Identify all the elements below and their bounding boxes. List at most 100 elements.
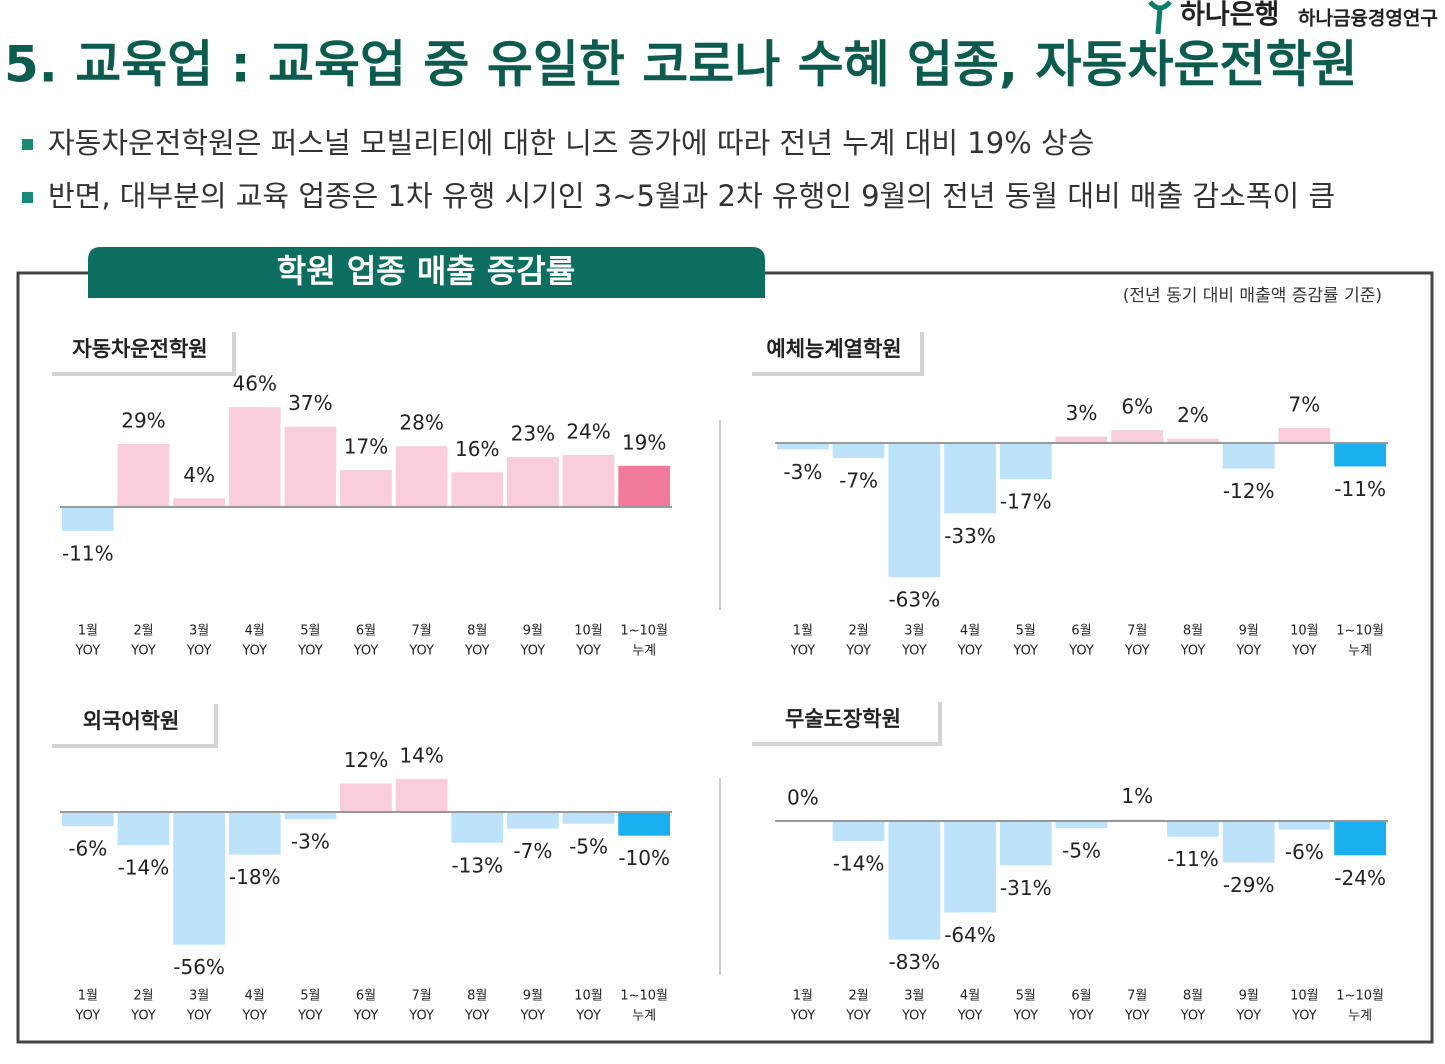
value-label: -12%: [1223, 479, 1275, 503]
bar: [562, 812, 615, 824]
x-tick-label: 8월: [1183, 624, 1203, 639]
charts: 자동차운전학원 -11% 1월 YOY 29% 2월 YOY 4% 3월 YOY 46% 4월 YOY 3…: [48, 328, 1388, 1024]
x-tick-label: 1~10월: [1336, 989, 1384, 1004]
x-tick-label: YOY: [790, 644, 816, 659]
x-tick-label: 8월: [1183, 989, 1203, 1004]
value-label: -6%: [1285, 840, 1324, 864]
value-label: -56%: [173, 955, 225, 979]
x-tick-label: 9월: [523, 989, 543, 1004]
value-label: 1%: [1121, 784, 1153, 808]
x-tick-label: 3월: [189, 624, 209, 639]
bar: [340, 783, 392, 812]
x-tick-label: 1~10월: [620, 624, 668, 639]
x-tick-label: YOY: [957, 1009, 983, 1024]
x-tick-label: 6월: [356, 624, 376, 639]
chart-title: 예체능계열학원: [766, 337, 901, 361]
value-label: 23%: [511, 422, 555, 446]
section-title: 학원 업종 매출 증감률: [277, 252, 575, 290]
x-tick-label: YOY: [241, 644, 267, 659]
x-tick-label: YOY: [1012, 644, 1038, 659]
x-tick-label: 1~10월: [620, 989, 668, 1004]
bar: [1055, 821, 1108, 829]
bar: [61, 507, 114, 531]
x-tick-label: 누계: [1348, 1009, 1372, 1024]
bar: [395, 778, 448, 812]
logo-institute: 하나금융경영연구: [1298, 8, 1438, 30]
x-tick-label: 7월: [1127, 624, 1147, 639]
bar: [61, 812, 114, 827]
x-tick-label: YOY: [901, 1009, 927, 1024]
bar: [999, 443, 1052, 480]
panel-frame: [16, 271, 1434, 1044]
x-tick-label: 누계: [632, 644, 656, 659]
value-label: -7%: [513, 839, 552, 863]
x-tick-label: YOY: [1291, 644, 1317, 659]
value-label: -18%: [229, 865, 281, 889]
bar: [1111, 430, 1164, 443]
x-tick-label: 5월: [1016, 624, 1036, 639]
value-label: 17%: [344, 435, 388, 459]
bar: [562, 454, 615, 507]
bar: [999, 821, 1052, 866]
value-label: -5%: [569, 834, 608, 858]
x-tick-label: 3월: [189, 989, 209, 1004]
x-tick-label: 1~10월: [1336, 624, 1384, 639]
bullet-text: 반면, 대부분의 교육 업종은 1차 유행 시기인 3~5월과 2차 유행인 9…: [48, 179, 1335, 213]
x-tick-label: YOY: [1124, 1009, 1150, 1024]
x-tick-label: YOY: [575, 1009, 601, 1024]
x-tick-label: 3월: [904, 624, 924, 639]
bar: [1278, 821, 1331, 830]
x-tick-label: YOY: [186, 1009, 212, 1024]
bar: [1055, 436, 1108, 443]
value-label: 46%: [233, 372, 277, 396]
bullet-text: 자동차운전학원은 퍼스널 모빌리티에 대한 니즈 증가에 따라 전년 누계 대비…: [48, 126, 1094, 160]
x-tick-label: 10월: [1290, 624, 1319, 639]
bar: [340, 470, 392, 507]
x-tick-label: YOY: [1068, 644, 1094, 659]
bar: [1167, 438, 1219, 443]
value-label: 14%: [399, 743, 443, 767]
value-label: -5%: [1062, 839, 1101, 863]
value-label: 6%: [1121, 395, 1153, 419]
value-label: 12%: [344, 748, 388, 772]
x-tick-label: YOY: [1068, 1009, 1094, 1024]
value-label: -31%: [1000, 876, 1052, 900]
bar: [228, 407, 281, 507]
x-tick-label: YOY: [1235, 644, 1261, 659]
x-tick-label: 2월: [848, 989, 868, 1004]
bar: [173, 812, 225, 945]
x-tick-label: 9월: [1239, 989, 1259, 1004]
x-tick-label: YOY: [130, 644, 156, 659]
bar: [284, 426, 337, 507]
x-tick-label: 3월: [904, 989, 924, 1004]
x-tick-label: YOY: [130, 1009, 156, 1024]
value-label: 4%: [183, 463, 215, 487]
section-tab: [88, 247, 765, 298]
bar: [944, 821, 996, 913]
x-tick-label: YOY: [186, 644, 212, 659]
chart-title-box: [48, 700, 214, 744]
x-tick-label: 5월: [1016, 989, 1036, 1004]
section-note: (전년 동기 대비 매출액 증감률 기준): [1123, 286, 1382, 306]
chart-title: 외국어학원: [83, 709, 180, 733]
x-tick-label: 4월: [960, 624, 980, 639]
x-tick-label: YOY: [1124, 644, 1150, 659]
value-label: -3%: [783, 460, 822, 484]
value-label: 37%: [288, 391, 332, 415]
x-tick-label: YOY: [575, 644, 601, 659]
bar: [507, 812, 559, 829]
x-tick-label: YOY: [845, 644, 871, 659]
x-tick-label: YOY: [241, 1009, 267, 1024]
x-tick-label: 누계: [1348, 644, 1372, 659]
x-tick-label: YOY: [353, 644, 379, 659]
value-label: 19%: [622, 430, 666, 454]
value-label: -13%: [451, 853, 503, 877]
x-tick-label: 5월: [300, 989, 320, 1004]
x-tick-label: 2월: [848, 624, 868, 639]
x-tick-label: YOY: [74, 644, 100, 659]
x-tick-label: 4월: [245, 989, 265, 1004]
chart: 예체능계열학원 -3% 1월 YOY -7% 2월 YOY -63% 3월 YOY -33% 4월 YO…: [748, 328, 1388, 659]
slide-title: 5. 교육업 : 교육업 중 유일한 코로나 수혜 업종, 자동차운전학원: [4, 36, 1357, 94]
bar: [1167, 821, 1219, 837]
chart: 외국어학원 -6% 1월 YOY -14% 2월 YOY -56% 3월 YOY -18% 4월 YOY…: [48, 700, 672, 1024]
